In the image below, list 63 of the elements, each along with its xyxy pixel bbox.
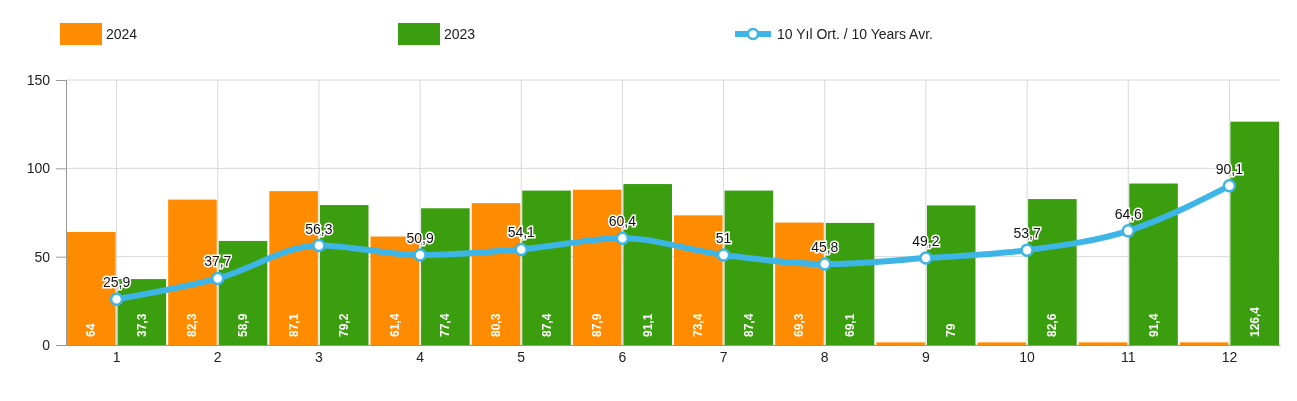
data-label: 58,9 [236,313,251,337]
y-tick-label: 0 [42,336,51,353]
x-tick-label: 5 [517,349,526,365]
data-label: 61,4 [387,313,402,337]
y-tick-label: 50 [34,248,51,265]
data-label: 91,1 [640,313,655,337]
legend-label: 10 Yıl Ort. / 10 Years Avr. [777,26,933,42]
y-tick-label: 150 [26,71,51,88]
legend-label: 2024 [106,26,138,42]
point [1020,243,1034,257]
x-tick-label: 4 [416,349,425,365]
point [1222,179,1237,193]
x-tick-label: 8 [820,349,829,365]
data-label: 87,4 [741,313,756,337]
x-tick-label: 2 [213,349,222,365]
data-label: 77,4 [438,313,453,337]
x-tick-label: 12 [1221,349,1238,365]
data-label: 87,9 [590,313,605,337]
data-label: 82,3 [185,313,200,337]
data-label: 73,4 [691,313,706,337]
data-label: 79 [944,323,959,337]
data-label: 69,3 [792,313,807,337]
x-tick-label: 7 [719,349,728,365]
bar [977,342,1027,345]
point [109,292,124,306]
data-label: 87,1 [286,313,301,337]
point [312,238,326,253]
point [716,248,731,262]
data-label: 82,6 [1045,313,1060,337]
point [1121,224,1135,238]
point [514,242,528,257]
x-tick-label: 11 [1120,349,1136,365]
data-label: 51 [715,229,732,246]
x-tick-label: 9 [922,349,931,365]
y-tick-label: 100 [26,160,51,177]
data-label: 37,7 [204,253,232,270]
data-label: 87,4 [539,313,554,337]
data-label: 80,3 [488,313,503,337]
x-tick-label: 10 [1019,349,1036,365]
x-tick-label: 1 [112,349,121,365]
point [615,231,630,246]
data-label: 54,1 [507,224,536,241]
bar [876,342,925,345]
point [413,248,427,262]
data-label: 60,4 [608,213,637,230]
point [211,271,225,286]
data-label: 69,1 [843,313,858,337]
x-tick-label: 6 [618,349,627,365]
x-tick-label: 3 [315,349,324,365]
data-label: 79,2 [337,313,352,337]
data-label: 50,9 [406,230,434,247]
data-label: 25,9 [102,274,131,291]
point [818,257,832,271]
data-label: 37,3 [134,313,149,337]
point [919,251,933,265]
data-label: 126,4 [1247,306,1262,337]
legend-label: 2023 [444,26,476,42]
bar [1078,342,1128,345]
bar [1179,342,1229,345]
data-label: 56,3 [305,220,333,237]
data-label: 91,4 [1146,313,1161,337]
data-label: 45,8 [811,239,839,256]
data-label: 64 [84,323,99,337]
